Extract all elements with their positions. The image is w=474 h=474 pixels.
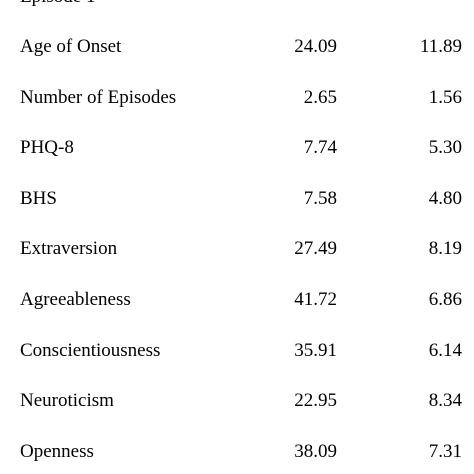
row-sd-value: 7.31 [428,441,462,462]
table-row: BHS 7.58 4.80 [0,187,474,211]
table-row: Extraversion 27.49 8.19 [0,237,474,261]
row-mean-value: 38.09 [294,441,337,462]
row-mean-value: 35.91 [294,340,337,361]
table-row: Number of Episodes 2.65 1.56 [0,86,474,110]
row-sd-value: 8.34 [428,390,462,411]
row-sd-value: 4.80 [428,188,462,209]
row-sd-value: 6.86 [428,289,462,310]
row-label: PHQ-8 [20,137,74,158]
row-label: Age of Onset [20,36,122,57]
row-sd-value: 11.89 [419,36,462,57]
row-label: Neuroticism [20,390,114,411]
table-row: Conscientiousness 35.91 6.14 [0,339,474,363]
table-section-header: Episode 1 [20,0,95,8]
table-row: Openness 38.09 7.31 [0,440,474,464]
row-mean-value: 24.09 [294,36,337,57]
table-row: Agreeableness 41.72 6.86 [0,288,474,312]
row-label: Conscientiousness [20,340,161,361]
row-mean-value: 41.72 [294,289,337,310]
table-row: Age of Onset 24.09 11.89 [0,35,474,59]
table-row: PHQ-8 7.74 5.30 [0,136,474,160]
row-sd-value: 8.19 [428,238,462,259]
row-sd-value: 6.14 [428,340,462,361]
row-mean-value: 7.74 [303,137,337,158]
row-mean-value: 7.58 [303,188,337,209]
row-mean-value: 22.95 [294,390,337,411]
row-sd-value: 1.56 [428,87,462,108]
row-label: Openness [20,441,94,462]
row-label: BHS [20,188,57,209]
table-row: Neuroticism 22.95 8.34 [0,389,474,413]
row-label: Number of Episodes [20,87,177,108]
row-mean-value: 27.49 [294,238,337,259]
row-label: Extraversion [20,238,118,259]
row-mean-value: 2.65 [303,87,337,108]
row-label: Agreeableness [20,289,131,310]
row-sd-value: 5.30 [428,137,462,158]
